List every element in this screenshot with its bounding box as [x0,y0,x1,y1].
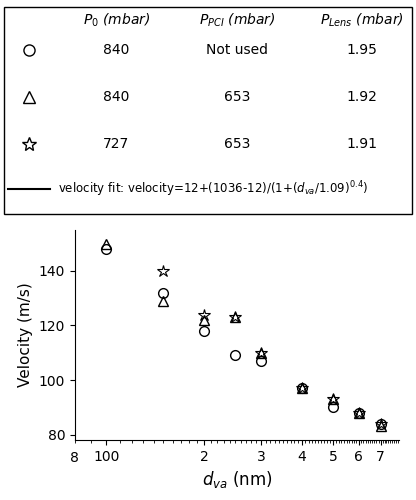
Text: 1.95: 1.95 [347,42,377,56]
Text: Not used: Not used [206,42,268,56]
Text: $P_{Lens}$ (mbar): $P_{Lens}$ (mbar) [320,11,404,28]
Text: velocity fit: velocity=12+(1036-12)/(1+($d_{va}$/1.09)$^{0.4}$): velocity fit: velocity=12+(1036-12)/(1+(… [58,179,369,199]
Text: 840: 840 [103,42,130,56]
Text: 727: 727 [103,137,130,151]
Text: $P_0$ (mbar): $P_0$ (mbar) [83,11,150,28]
Text: 653: 653 [224,137,250,151]
Text: 1.91: 1.91 [347,137,377,151]
Text: 840: 840 [103,90,130,104]
X-axis label: $d_{va}$ (nm): $d_{va}$ (nm) [202,470,272,490]
Text: $P_{PCI}$ (mbar): $P_{PCI}$ (mbar) [199,11,275,28]
Text: 653: 653 [224,90,250,104]
Text: 1.92: 1.92 [347,90,377,104]
Y-axis label: Velocity (m/s): Velocity (m/s) [18,282,33,388]
Text: 8: 8 [70,451,79,465]
